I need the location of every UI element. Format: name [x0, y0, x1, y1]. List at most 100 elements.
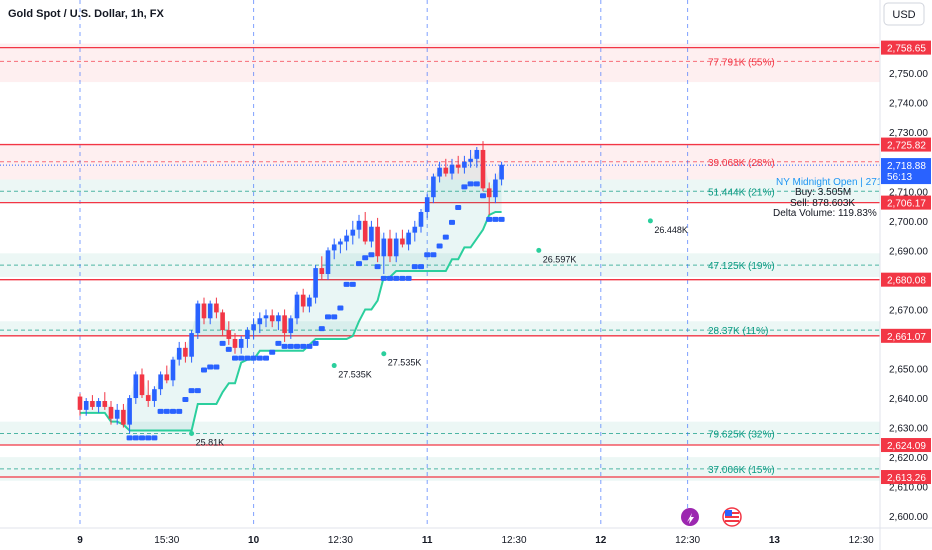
- candle-body[interactable]: [195, 303, 201, 334]
- time-axis[interactable]: 9 15:30 10 12:30 11 12:30 12 12:30 13 12:30: [0, 527, 932, 546]
- candle-body[interactable]: [238, 338, 244, 348]
- candle-body[interactable]: [139, 374, 145, 396]
- candle-body[interactable]: [387, 238, 393, 257]
- us-flag-icon[interactable]: [722, 507, 742, 527]
- candle-body[interactable]: [331, 244, 337, 251]
- pivot-volume-label: 27.535K: [338, 370, 372, 380]
- candle-body[interactable]: [226, 330, 232, 339]
- candle-body[interactable]: [455, 164, 461, 168]
- candle-body[interactable]: [108, 406, 114, 419]
- candle-body[interactable]: [443, 167, 449, 174]
- candle-body[interactable]: [437, 167, 442, 177]
- volume-zone-label: 28.37K (11%): [708, 326, 768, 337]
- candle-body[interactable]: [114, 409, 120, 419]
- candle-body[interactable]: [214, 303, 219, 313]
- level-price-tag: [881, 272, 931, 287]
- candle-body[interactable]: [276, 315, 281, 322]
- candle-body[interactable]: [468, 158, 473, 162]
- candle-body[interactable]: [400, 238, 405, 245]
- candle-body[interactable]: [183, 347, 188, 357]
- candle-body[interactable]: [269, 315, 275, 322]
- candle-body[interactable]: [90, 401, 95, 407]
- y-tick-label: 2,700.00: [889, 217, 928, 228]
- candle-body[interactable]: [77, 396, 83, 410]
- candle-body[interactable]: [158, 374, 163, 390]
- x-tick-label: 9: [77, 535, 83, 546]
- candle-body[interactable]: [480, 149, 486, 189]
- candle-body[interactable]: [449, 164, 455, 174]
- candle-body[interactable]: [232, 338, 238, 348]
- candle-body[interactable]: [307, 297, 312, 307]
- trail-stop-dot: [473, 181, 480, 187]
- candle-body[interactable]: [344, 235, 349, 242]
- candlesticks[interactable]: [77, 141, 504, 434]
- candle-body[interactable]: [356, 220, 362, 230]
- trail-stop-dot: [294, 343, 300, 349]
- candle-body[interactable]: [102, 401, 108, 407]
- candle-body[interactable]: [406, 232, 411, 245]
- x-tick-label: 12:30: [328, 535, 353, 546]
- candle-body[interactable]: [338, 241, 343, 245]
- candle-body[interactable]: [257, 318, 263, 325]
- price-levels: [0, 46, 880, 478]
- candle-body[interactable]: [133, 374, 139, 399]
- trail-stop-dot: [356, 261, 362, 267]
- candle-body[interactable]: [325, 250, 331, 274]
- candle-body[interactable]: [362, 220, 368, 242]
- pivot-dot: [331, 363, 337, 369]
- candle-body[interactable]: [294, 294, 300, 319]
- level-price-label: 2,725.82: [887, 141, 926, 152]
- candle-body[interactable]: [96, 401, 101, 407]
- candle-body[interactable]: [462, 161, 467, 168]
- candle-body[interactable]: [282, 315, 287, 334]
- candle-body[interactable]: [288, 318, 294, 334]
- price-axis[interactable]: 2,750.00 2,740.00 2,730.00 2,710.00 2,700.00…: [879, 0, 932, 550]
- candle-body[interactable]: [170, 359, 176, 381]
- trail-stop-dot: [232, 355, 238, 361]
- candle-body[interactable]: [145, 395, 151, 401]
- candle-body[interactable]: [369, 226, 374, 242]
- candle-body[interactable]: [121, 409, 126, 425]
- candle-body[interactable]: [350, 229, 356, 236]
- candle-body[interactable]: [189, 333, 194, 357]
- candle-body[interactable]: [431, 176, 436, 198]
- candle-body[interactable]: [393, 238, 399, 257]
- candle-body[interactable]: [381, 238, 387, 257]
- trail-stop-dot: [498, 216, 505, 222]
- candle-body[interactable]: [424, 197, 430, 212]
- candle-body[interactable]: [300, 294, 306, 307]
- candle-body[interactable]: [127, 398, 132, 425]
- candle-body[interactable]: [83, 401, 89, 410]
- candle-body[interactable]: [251, 324, 256, 331]
- candle-body[interactable]: [493, 179, 498, 198]
- candle-body[interactable]: [152, 389, 157, 401]
- x-tick-label: 11: [422, 535, 433, 546]
- currency-button[interactable]: USD: [883, 2, 925, 26]
- trail-stop-dot: [318, 326, 325, 332]
- candle-body[interactable]: [207, 303, 213, 319]
- trail-stop-dot: [461, 184, 468, 190]
- candle-body[interactable]: [499, 164, 504, 180]
- pivot-dot: [381, 351, 387, 357]
- candle-body[interactable]: [412, 226, 418, 233]
- trail-stop-dot: [349, 281, 356, 287]
- candle-body[interactable]: [486, 188, 492, 198]
- level-price-tag: [881, 470, 931, 485]
- candle-body[interactable]: [319, 268, 325, 274]
- ideas-icon[interactable]: [681, 508, 699, 526]
- candle-body[interactable]: [313, 268, 318, 298]
- event-icons[interactable]: [681, 507, 742, 527]
- candle-body[interactable]: [375, 226, 380, 257]
- candle-body[interactable]: [164, 374, 170, 381]
- candle-body[interactable]: [474, 149, 480, 159]
- candle-body[interactable]: [263, 315, 269, 319]
- candle-body[interactable]: [176, 347, 182, 360]
- candle-body[interactable]: [201, 303, 207, 319]
- candle-body[interactable]: [245, 330, 250, 339]
- level-price-tag: [881, 137, 931, 152]
- trail-stop-dot: [486, 216, 493, 222]
- candle-body[interactable]: [220, 312, 225, 331]
- candle-body[interactable]: [418, 211, 424, 227]
